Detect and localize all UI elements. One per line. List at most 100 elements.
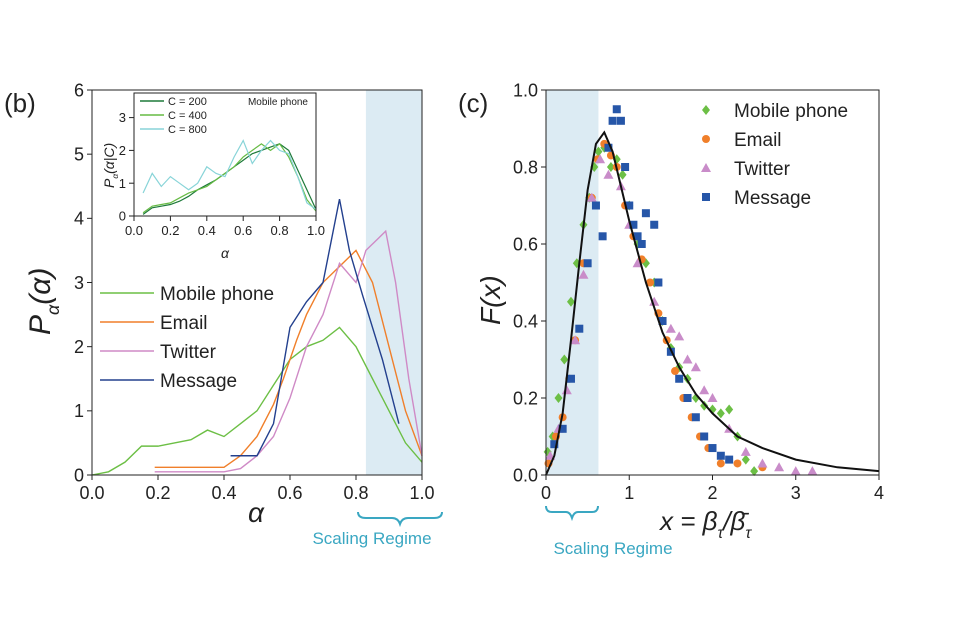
x-tick-label: 0.2 (161, 223, 179, 238)
point (625, 201, 634, 210)
point (550, 440, 559, 449)
axes-frame (133, 92, 317, 217)
point (646, 278, 655, 287)
inset-title: Mobile phone (248, 97, 308, 108)
point (691, 413, 700, 422)
point (700, 400, 709, 411)
point (807, 466, 818, 476)
x-tick-label: 0.8 (271, 223, 289, 238)
x-tick-label: 0.4 (211, 483, 236, 503)
axis-label: Pα(α|C) (101, 143, 120, 188)
legend-label: Mobile phone (734, 101, 848, 122)
y-tick-label: 0.8 (513, 157, 538, 177)
point (790, 466, 801, 476)
legend-label: Email (734, 130, 782, 151)
axis-label: Pα(α) (24, 268, 63, 335)
point (604, 143, 613, 152)
y-tick-label: 4 (74, 209, 84, 229)
panel-label: (b) (4, 88, 36, 118)
subscript: α (110, 174, 120, 179)
x-tick-label: 1.0 (409, 483, 434, 503)
point (700, 432, 709, 441)
x-tick-label: 0.2 (145, 483, 170, 503)
legend-label: C = 200 (168, 96, 207, 108)
point (578, 269, 589, 279)
point (594, 146, 603, 157)
x-tick-label: 3 (791, 483, 801, 503)
x-tick-label: 0.8 (343, 483, 368, 503)
point (575, 324, 584, 333)
legend-marker (701, 163, 711, 172)
label-part: (α|C) (101, 143, 117, 174)
scaling-regime-shade (365, 90, 422, 475)
y-tick-label: 0.0 (513, 465, 538, 485)
label-part: /β̄ (721, 506, 749, 536)
label-part: α (221, 245, 230, 261)
axes-frame (545, 89, 880, 476)
subscript: τ (717, 525, 724, 542)
point (586, 192, 597, 202)
legend-label: Twitter (734, 159, 791, 180)
point (741, 454, 750, 465)
point (699, 385, 710, 395)
y-tick-label: 3 (119, 110, 126, 125)
point (558, 424, 567, 433)
point (757, 458, 768, 468)
y-tick-label: 3 (74, 273, 84, 293)
x-tick-label: 0.6 (277, 483, 302, 503)
point (683, 394, 692, 402)
label-part: P (24, 315, 57, 335)
subscript: τ (745, 525, 752, 542)
legend-label: Mobile phone (160, 284, 274, 305)
point (633, 232, 642, 241)
label-part: α (248, 497, 265, 528)
point (725, 404, 734, 415)
point (632, 258, 643, 268)
series-line (154, 229, 423, 473)
legend-label: Message (160, 371, 237, 392)
point (682, 354, 693, 364)
legend-label: Email (160, 313, 208, 334)
y-tick-label: 0.4 (513, 311, 538, 331)
subscript: α (43, 304, 63, 315)
point (675, 374, 684, 383)
point (566, 296, 575, 307)
x-tick-label: 4 (874, 483, 884, 503)
y-tick-label: 0.6 (513, 234, 538, 254)
scaling-regime-shade (546, 90, 599, 475)
x-tick-label: 1.0 (307, 223, 325, 238)
axis-label: α (221, 245, 230, 261)
x-tick-label: 0.0 (79, 483, 104, 503)
point (616, 116, 625, 125)
point (716, 459, 725, 468)
x-tick-label: 1 (624, 483, 634, 503)
series-line (230, 198, 400, 457)
axis-label: x = βτ/β̄τ (658, 506, 752, 542)
brace (545, 505, 599, 522)
point (591, 201, 600, 210)
point (649, 296, 660, 306)
point (637, 240, 646, 248)
y-tick-label: 1 (74, 401, 84, 421)
x-tick-label: 2 (707, 483, 717, 503)
point (570, 335, 581, 345)
point (608, 116, 617, 125)
point (618, 169, 627, 180)
legend-label: C = 400 (168, 110, 207, 122)
axis-label: F(x) (475, 275, 506, 325)
point (750, 466, 759, 477)
point (606, 162, 615, 172)
brace (357, 511, 443, 528)
label-part: x = β (658, 506, 718, 536)
point (725, 455, 734, 464)
point (595, 154, 606, 164)
fit-curve (545, 130, 880, 476)
series-line (142, 142, 317, 214)
inset-background (134, 93, 316, 216)
legend-label: Twitter (160, 342, 217, 363)
label-part: (α) (24, 268, 57, 305)
series-line (142, 139, 317, 210)
y-tick-label: 1.0 (513, 80, 538, 100)
point (603, 169, 614, 179)
